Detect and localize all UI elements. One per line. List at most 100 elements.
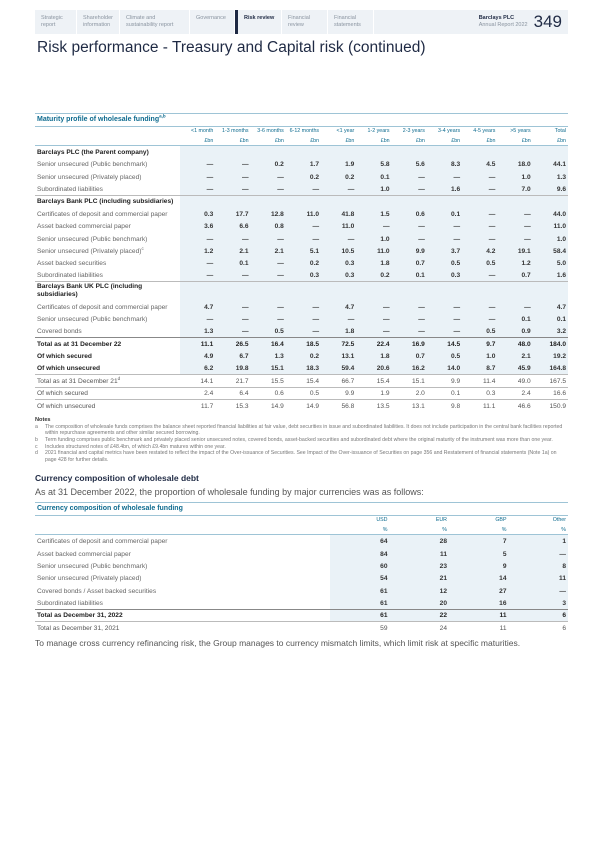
brand-text: Barclays PLC Annual Report 2022 [479, 15, 528, 29]
cell-value: 2.1 [497, 349, 533, 363]
cell-value: — [215, 269, 251, 282]
cell-value: — [215, 182, 251, 196]
note-key: d [35, 450, 38, 457]
cell-value: 0.1 [356, 170, 392, 183]
unit-label: £bn [250, 135, 286, 146]
cell-value: 15.1 [250, 362, 286, 375]
table-row: Of which unsecured 6.2 19.8 15.1 18.3 59.4 20.… [35, 362, 568, 375]
unit-label: % [330, 524, 390, 536]
cell-value: 0.2 [250, 157, 286, 171]
cell-value: 6.6 [215, 219, 251, 233]
cell-value: — [391, 182, 427, 196]
row-label-text: Senior unsecured (Privately placed) [37, 575, 142, 583]
cell-value: 19.8 [215, 362, 251, 375]
row-label-text: Asset backed commercial paper [37, 223, 131, 231]
cell-value: — [250, 170, 286, 183]
cell-value: 1.0 [532, 232, 568, 245]
cell-value: 0.6 [391, 207, 427, 220]
row-label: Certificates of deposit and commercial p… [35, 207, 180, 219]
cell-value: 24 [389, 621, 449, 634]
cell-value: 9.9 [321, 386, 357, 400]
cell-value: 1.3 [532, 170, 568, 183]
cell-value: 11.4 [462, 374, 498, 388]
cell-value: 150.9 [532, 398, 568, 412]
cell-value: — [356, 325, 392, 338]
cell-value: 5.8 [356, 157, 392, 171]
cell-value: 16.4 [250, 336, 286, 350]
cell-value: 61 [330, 584, 390, 597]
cell-value: 15.3 [215, 398, 251, 412]
row-label: Of which secured [35, 350, 180, 362]
footer-text: To manage cross currency refinancing ris… [35, 638, 521, 648]
unit-label: £bn [391, 135, 427, 146]
nav-item-governance[interactable]: Governance [190, 10, 235, 34]
note-item: c Includes structured notes of £48.4bn, o… [35, 444, 568, 451]
cell-value: — [497, 219, 533, 233]
header-spacer [35, 135, 180, 146]
cell-value: 164.8 [532, 362, 568, 375]
nav-item-risk-review[interactable]: Risk review [235, 10, 282, 34]
cell-value: 11.1 [462, 398, 498, 412]
cell-value: — [391, 219, 427, 233]
cell-value: 64 [330, 534, 390, 548]
cell-value: 46.6 [497, 398, 533, 412]
cell-value: — [250, 232, 286, 245]
maturity-table: Maturity profile of wholesale fundinga,b… [35, 113, 568, 412]
cell-value: 0.1 [497, 312, 533, 326]
table-row: Asset backed securities —0.1—0.2 0.3 1.8 0.7… [35, 257, 568, 270]
table-row: Senior unsecured (Privately placed) 54 21 1… [35, 572, 568, 585]
cell-value: 9 [449, 559, 509, 573]
cell-value: — [285, 232, 322, 245]
cell-value: 11 [449, 621, 509, 634]
header-spacer [35, 127, 180, 136]
cell-value: — [462, 170, 498, 183]
cell-value: 11 [449, 608, 509, 622]
cell-value: 1.0 [356, 182, 392, 196]
nav-item-shareholder-information[interactable]: Shareholder information [77, 10, 120, 34]
cell-value: 0.5 [426, 257, 463, 270]
page-number: 349 [533, 12, 562, 31]
nav-item-financial-statements[interactable]: Financial statements [328, 10, 374, 34]
cell-value: 20 [389, 596, 449, 610]
cell-value: 184.0 [532, 336, 568, 350]
cell-value: 2.1 [215, 244, 251, 258]
cell-value: — [497, 232, 533, 245]
cell-value: — [250, 300, 286, 313]
cell-value: 16 [449, 596, 509, 610]
column-header: Total [554, 128, 566, 134]
cell-value: 59.4 [321, 362, 357, 375]
unit-label: £bn [356, 135, 392, 146]
section-row: Barclays Bank UK PLC (including subsidia… [35, 281, 568, 301]
table-row: Senior unsecured (Public benchmark) — — — — —… [35, 312, 568, 326]
cell-value: 0.2 [285, 349, 322, 363]
table-row: Covered bonds 1.3—0.5—1.8— — —0.5 0.9 3.2 [35, 325, 568, 338]
note-key: a [35, 423, 38, 430]
cell-value: 0.3 [321, 269, 357, 282]
cell-value: 3 [508, 596, 568, 610]
cell-value: — [215, 300, 251, 313]
section-fill [180, 194, 568, 208]
cell-value: — [180, 170, 216, 183]
cell-value: — [426, 219, 463, 233]
cell-value: — [462, 312, 498, 326]
cell-value: 22 [389, 608, 449, 622]
header-spacer [35, 516, 330, 525]
unit-label: £bn [215, 135, 251, 146]
table-row: Senior unsecured (Public benchmark) 60 23 9… [35, 559, 568, 573]
cell-value: 14.0 [426, 362, 463, 375]
row-label-text: Asset backed commercial paper [37, 550, 131, 558]
cell-value: 0.3 [321, 257, 357, 270]
nav-item-financial-review[interactable]: Financial review [282, 10, 328, 34]
column-header: 3-4 years [438, 128, 461, 134]
row-label-text: Senior unsecured (Public benchmark) [37, 235, 148, 243]
table-row: Of which secured 2.4 6.4 0.6 0.5 9.9 1.9 2.0 0.1… [35, 386, 568, 400]
cell-value: 0.3 [180, 207, 216, 220]
row-label: Certificates of deposit and commercial p… [35, 300, 180, 312]
cell-value: 0.2 [285, 170, 322, 183]
cell-value: — [285, 300, 322, 313]
nav-item-strategic-report[interactable]: Strategic report [35, 10, 77, 34]
column-header: 2-3 years [402, 128, 425, 134]
nav-item-climate-and-sustainability-report[interactable]: Climate and sustainability report [120, 10, 190, 34]
unit-label: £bn [180, 135, 216, 146]
cell-value: — [321, 312, 357, 326]
